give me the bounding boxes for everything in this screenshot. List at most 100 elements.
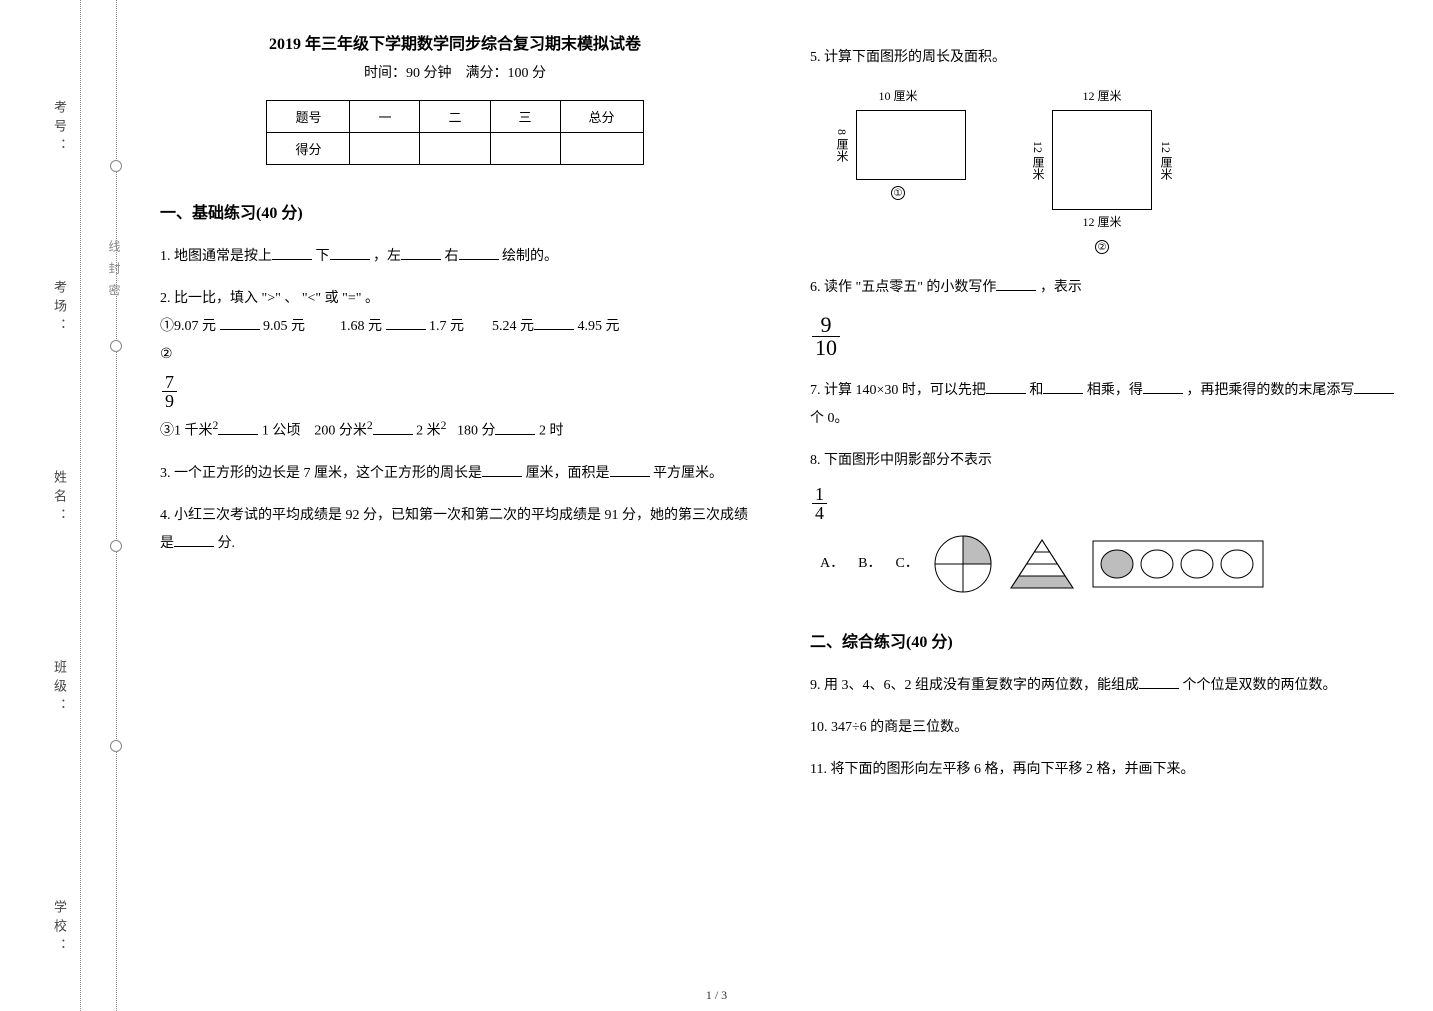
superscript: 2 xyxy=(441,419,447,432)
triangle-shade-icon xyxy=(1007,536,1077,592)
q7-text: 个 0。 xyxy=(810,411,849,426)
score-cell xyxy=(350,133,420,165)
q5-figures: 10 厘米 8 厘米 ① 12 厘米 12 厘米 12 厘米 12 厘米 xyxy=(830,84,1400,258)
q2-stem: 2. 比一比，填入 ">" 、 "<" 或 "=" 。 xyxy=(160,285,750,313)
dim-label: 12 厘米 xyxy=(1026,210,1178,234)
blank xyxy=(386,316,426,330)
ovals-group-icon xyxy=(1091,539,1267,589)
fraction: 1 4 xyxy=(812,485,827,522)
q4-text: 4. 小红三次考试的平均成绩是 92 分，已知第一次和第二次的平均成绩是 91 … xyxy=(160,508,748,551)
score-cell xyxy=(560,133,643,165)
blank xyxy=(1139,675,1179,689)
q9-text: 个个位是双数的两位数。 xyxy=(1183,678,1337,693)
section-heading-2: 二、综合练习(40 分) xyxy=(810,628,1400,652)
blank xyxy=(220,316,260,330)
blank xyxy=(1043,380,1083,394)
blank xyxy=(996,277,1036,291)
score-cell xyxy=(420,133,490,165)
q7-text: ，再把乘得的数的末尾添写 xyxy=(1186,383,1354,398)
fraction-den: 9 xyxy=(162,392,177,410)
blank xyxy=(495,421,535,435)
left-column: 2019 年三年级下学期数学同步综合复习期末模拟试卷 时间：90 分钟 满分：1… xyxy=(160,30,750,960)
q1-text: 下 xyxy=(316,249,330,264)
q8-stem: 8. 下面图形中阴影部分不表示 xyxy=(810,447,1400,475)
blank xyxy=(459,246,499,260)
blank xyxy=(272,246,312,260)
exam-title: 2019 年三年级下学期数学同步综合复习期末模拟试卷 xyxy=(160,30,750,54)
blank xyxy=(330,246,370,260)
fraction-den: 4 xyxy=(812,504,827,522)
score-header: 总分 xyxy=(560,101,643,133)
question-5: 5. 计算下面图形的周长及面积。 10 厘米 8 厘米 ① 12 厘米 12 厘… xyxy=(810,44,1400,258)
q2-text: 200 分米 xyxy=(314,424,367,439)
q4-text: 分. xyxy=(218,536,236,551)
fraction: 9 10 xyxy=(812,314,840,359)
dim-label: 12 厘米 xyxy=(1026,141,1050,180)
binding-circle xyxy=(110,740,122,752)
q2-text: 4.95 元 xyxy=(578,319,620,334)
blank xyxy=(1143,380,1183,394)
blank xyxy=(534,316,574,330)
blank xyxy=(373,421,413,435)
q7-text: 和 xyxy=(1029,383,1043,398)
score-header: 题号 xyxy=(267,101,350,133)
option-label-a: A． xyxy=(820,550,844,578)
right-column: 5. 计算下面图形的周长及面积。 10 厘米 8 厘米 ① 12 厘米 12 厘… xyxy=(810,30,1400,960)
q3-text: 3. 一个正方形的边长是 7 厘米，这个正方形的周长是 xyxy=(160,466,482,481)
score-header: 三 xyxy=(490,101,560,133)
blank xyxy=(1354,380,1394,394)
q5-stem: 5. 计算下面图形的周长及面积。 xyxy=(810,44,1400,72)
q5-figure-1: 10 厘米 8 厘米 ① xyxy=(830,84,966,204)
q2-text: 2 时 xyxy=(539,424,564,439)
q2-text: 5.24 元 xyxy=(492,319,534,334)
binding-circle xyxy=(110,540,122,552)
blank xyxy=(218,421,258,435)
figure-tag: ① xyxy=(891,186,905,200)
binding-strip: 考号： 考场： 姓名： 班级： 学校： 线封密 xyxy=(50,0,130,1011)
question-6: 6. 读作 "五点零五" 的小数写作 ，表示 9 10 xyxy=(810,274,1400,363)
binding-label-name: 姓名： xyxy=(50,470,69,527)
q2-text: 180 分 xyxy=(457,424,496,439)
q7-text: 7. 计算 140×30 时，可以先把 xyxy=(810,383,986,398)
question-11: 11. 将下面的图形向左平移 6 格，再向下平移 2 格，并画下来。 xyxy=(810,756,1400,784)
option-label-b: B． xyxy=(858,550,881,578)
q1-text: 右 xyxy=(445,249,459,264)
dim-label: 8 厘米 xyxy=(830,129,854,162)
q2-text: 9.05 元 xyxy=(263,319,305,334)
q1-text: ，左 xyxy=(373,249,401,264)
fraction-num: 7 xyxy=(162,373,177,392)
binding-circle xyxy=(110,160,122,172)
fraction: 7 9 xyxy=(162,373,177,410)
blank xyxy=(610,463,650,477)
q2-text: 1 公顷 xyxy=(262,424,301,439)
q2-text: ①9.07 元 xyxy=(160,319,220,334)
table-row: 题号 一 二 三 总分 xyxy=(267,101,643,133)
dotted-line-inner xyxy=(116,0,117,1011)
q10-text: 10. 347÷6 的商是三位数。 xyxy=(810,720,968,735)
q2-line2: ② 7 9 xyxy=(160,341,750,414)
question-9: 9. 用 3、4、6、2 组成没有重复数字的两位数，能组成 个个位是双数的两位数… xyxy=(810,672,1400,700)
question-4: 4. 小红三次考试的平均成绩是 92 分，已知第一次和第二次的平均成绩是 91 … xyxy=(160,502,750,558)
question-2: 2. 比一比，填入 ">" 、 "<" 或 "=" 。 ①9.07 元 9.05… xyxy=(160,285,750,446)
q3-text: 厘米，面积是 xyxy=(526,466,610,481)
question-8: 8. 下面图形中阴影部分不表示 1 4 A． B． C． xyxy=(810,447,1400,594)
dim-label: 12 厘米 xyxy=(1026,84,1178,108)
page-body: 2019 年三年级下学期数学同步综合复习期末模拟试卷 时间：90 分钟 满分：1… xyxy=(160,30,1400,960)
binding-seal-chars: 线封密 xyxy=(106,240,123,306)
q2-text: 2 米 xyxy=(416,424,441,439)
blank xyxy=(174,533,214,547)
binding-label-examno: 考号： xyxy=(50,100,69,157)
blank xyxy=(401,246,441,260)
binding-circle xyxy=(110,340,122,352)
fraction-num: 1 xyxy=(812,485,827,504)
q8-options: A． B． C． xyxy=(820,534,1400,594)
binding-label-room: 考场： xyxy=(50,280,69,337)
blank xyxy=(986,380,1026,394)
q2-line3: ③1 千米2 1 公顷 200 分米2 2 米2 180 分 2 时 xyxy=(160,414,750,446)
q11-text: 11. 将下面的图形向左平移 6 格，再向下平移 2 格，并画下来。 xyxy=(810,762,1194,777)
question-1: 1. 地图通常是按上 下 ，左 右 绘制的。 xyxy=(160,243,750,271)
q2-circ2: ② xyxy=(160,347,173,362)
score-cell xyxy=(490,133,560,165)
score-header: 二 xyxy=(420,101,490,133)
q7-text: 相乘，得 xyxy=(1087,383,1143,398)
